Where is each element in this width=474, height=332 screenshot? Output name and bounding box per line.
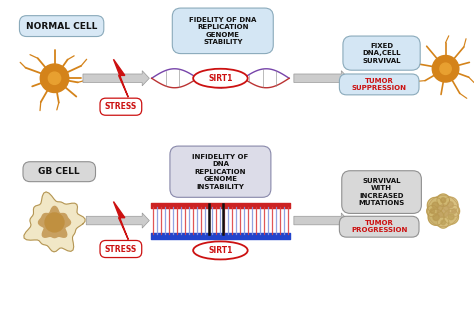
Circle shape — [430, 209, 435, 213]
FancyBboxPatch shape — [23, 162, 96, 182]
Circle shape — [440, 63, 451, 74]
FancyBboxPatch shape — [343, 36, 420, 70]
Text: STRESS: STRESS — [105, 102, 137, 111]
FancyArrow shape — [294, 213, 348, 228]
FancyBboxPatch shape — [100, 98, 142, 115]
Circle shape — [432, 202, 438, 208]
Polygon shape — [444, 209, 458, 224]
Polygon shape — [428, 196, 459, 227]
FancyBboxPatch shape — [19, 16, 104, 37]
Circle shape — [447, 202, 453, 208]
Bar — [151, 207, 290, 234]
Polygon shape — [24, 192, 85, 252]
Circle shape — [40, 64, 69, 93]
Polygon shape — [427, 206, 438, 217]
Polygon shape — [437, 194, 449, 207]
Circle shape — [441, 220, 446, 225]
Text: INFIDELITY OF
DNA
REPLICATION
GENOME
INSTABILITY: INFIDELITY OF DNA REPLICATION GENOME INS… — [192, 154, 248, 190]
Text: FIDELITY OF DNA
REPLICATION
GENOME
STABILITY: FIDELITY OF DNA REPLICATION GENOME STABI… — [189, 17, 256, 45]
Polygon shape — [38, 207, 71, 238]
Circle shape — [432, 55, 459, 82]
FancyBboxPatch shape — [173, 8, 273, 53]
Text: FIXED
DNA,CELL
SURVIVAL: FIXED DNA,CELL SURVIVAL — [362, 42, 401, 64]
FancyBboxPatch shape — [170, 146, 271, 197]
Polygon shape — [448, 206, 460, 217]
Circle shape — [45, 213, 64, 232]
Text: STRESS: STRESS — [105, 244, 137, 254]
Circle shape — [437, 205, 449, 217]
Text: TUMOR
PROGRESSION: TUMOR PROGRESSION — [351, 220, 407, 233]
Polygon shape — [113, 202, 128, 239]
FancyArrow shape — [83, 71, 149, 86]
Polygon shape — [427, 198, 443, 213]
FancyBboxPatch shape — [339, 216, 419, 237]
Ellipse shape — [193, 69, 248, 88]
Text: TUMOR
SUPPRESSION: TUMOR SUPPRESSION — [352, 78, 407, 91]
Text: GB CELL: GB CELL — [38, 167, 80, 176]
Polygon shape — [113, 59, 128, 97]
Text: SURVIVAL
WITH
INCREASED
MUTATIONS: SURVIVAL WITH INCREASED MUTATIONS — [358, 178, 405, 206]
Circle shape — [441, 198, 446, 203]
Circle shape — [433, 214, 439, 220]
Text: SIRT1: SIRT1 — [208, 246, 233, 255]
Circle shape — [448, 214, 454, 220]
Polygon shape — [438, 217, 449, 228]
FancyBboxPatch shape — [100, 240, 142, 258]
Text: SIRT1: SIRT1 — [208, 74, 233, 83]
Polygon shape — [443, 197, 458, 212]
Ellipse shape — [193, 241, 248, 259]
Polygon shape — [428, 209, 444, 225]
Text: NORMAL CELL: NORMAL CELL — [26, 22, 97, 31]
FancyBboxPatch shape — [342, 171, 421, 213]
Circle shape — [452, 209, 456, 213]
FancyArrow shape — [86, 213, 149, 228]
FancyBboxPatch shape — [339, 74, 419, 95]
FancyArrow shape — [294, 71, 348, 86]
Circle shape — [48, 72, 61, 84]
